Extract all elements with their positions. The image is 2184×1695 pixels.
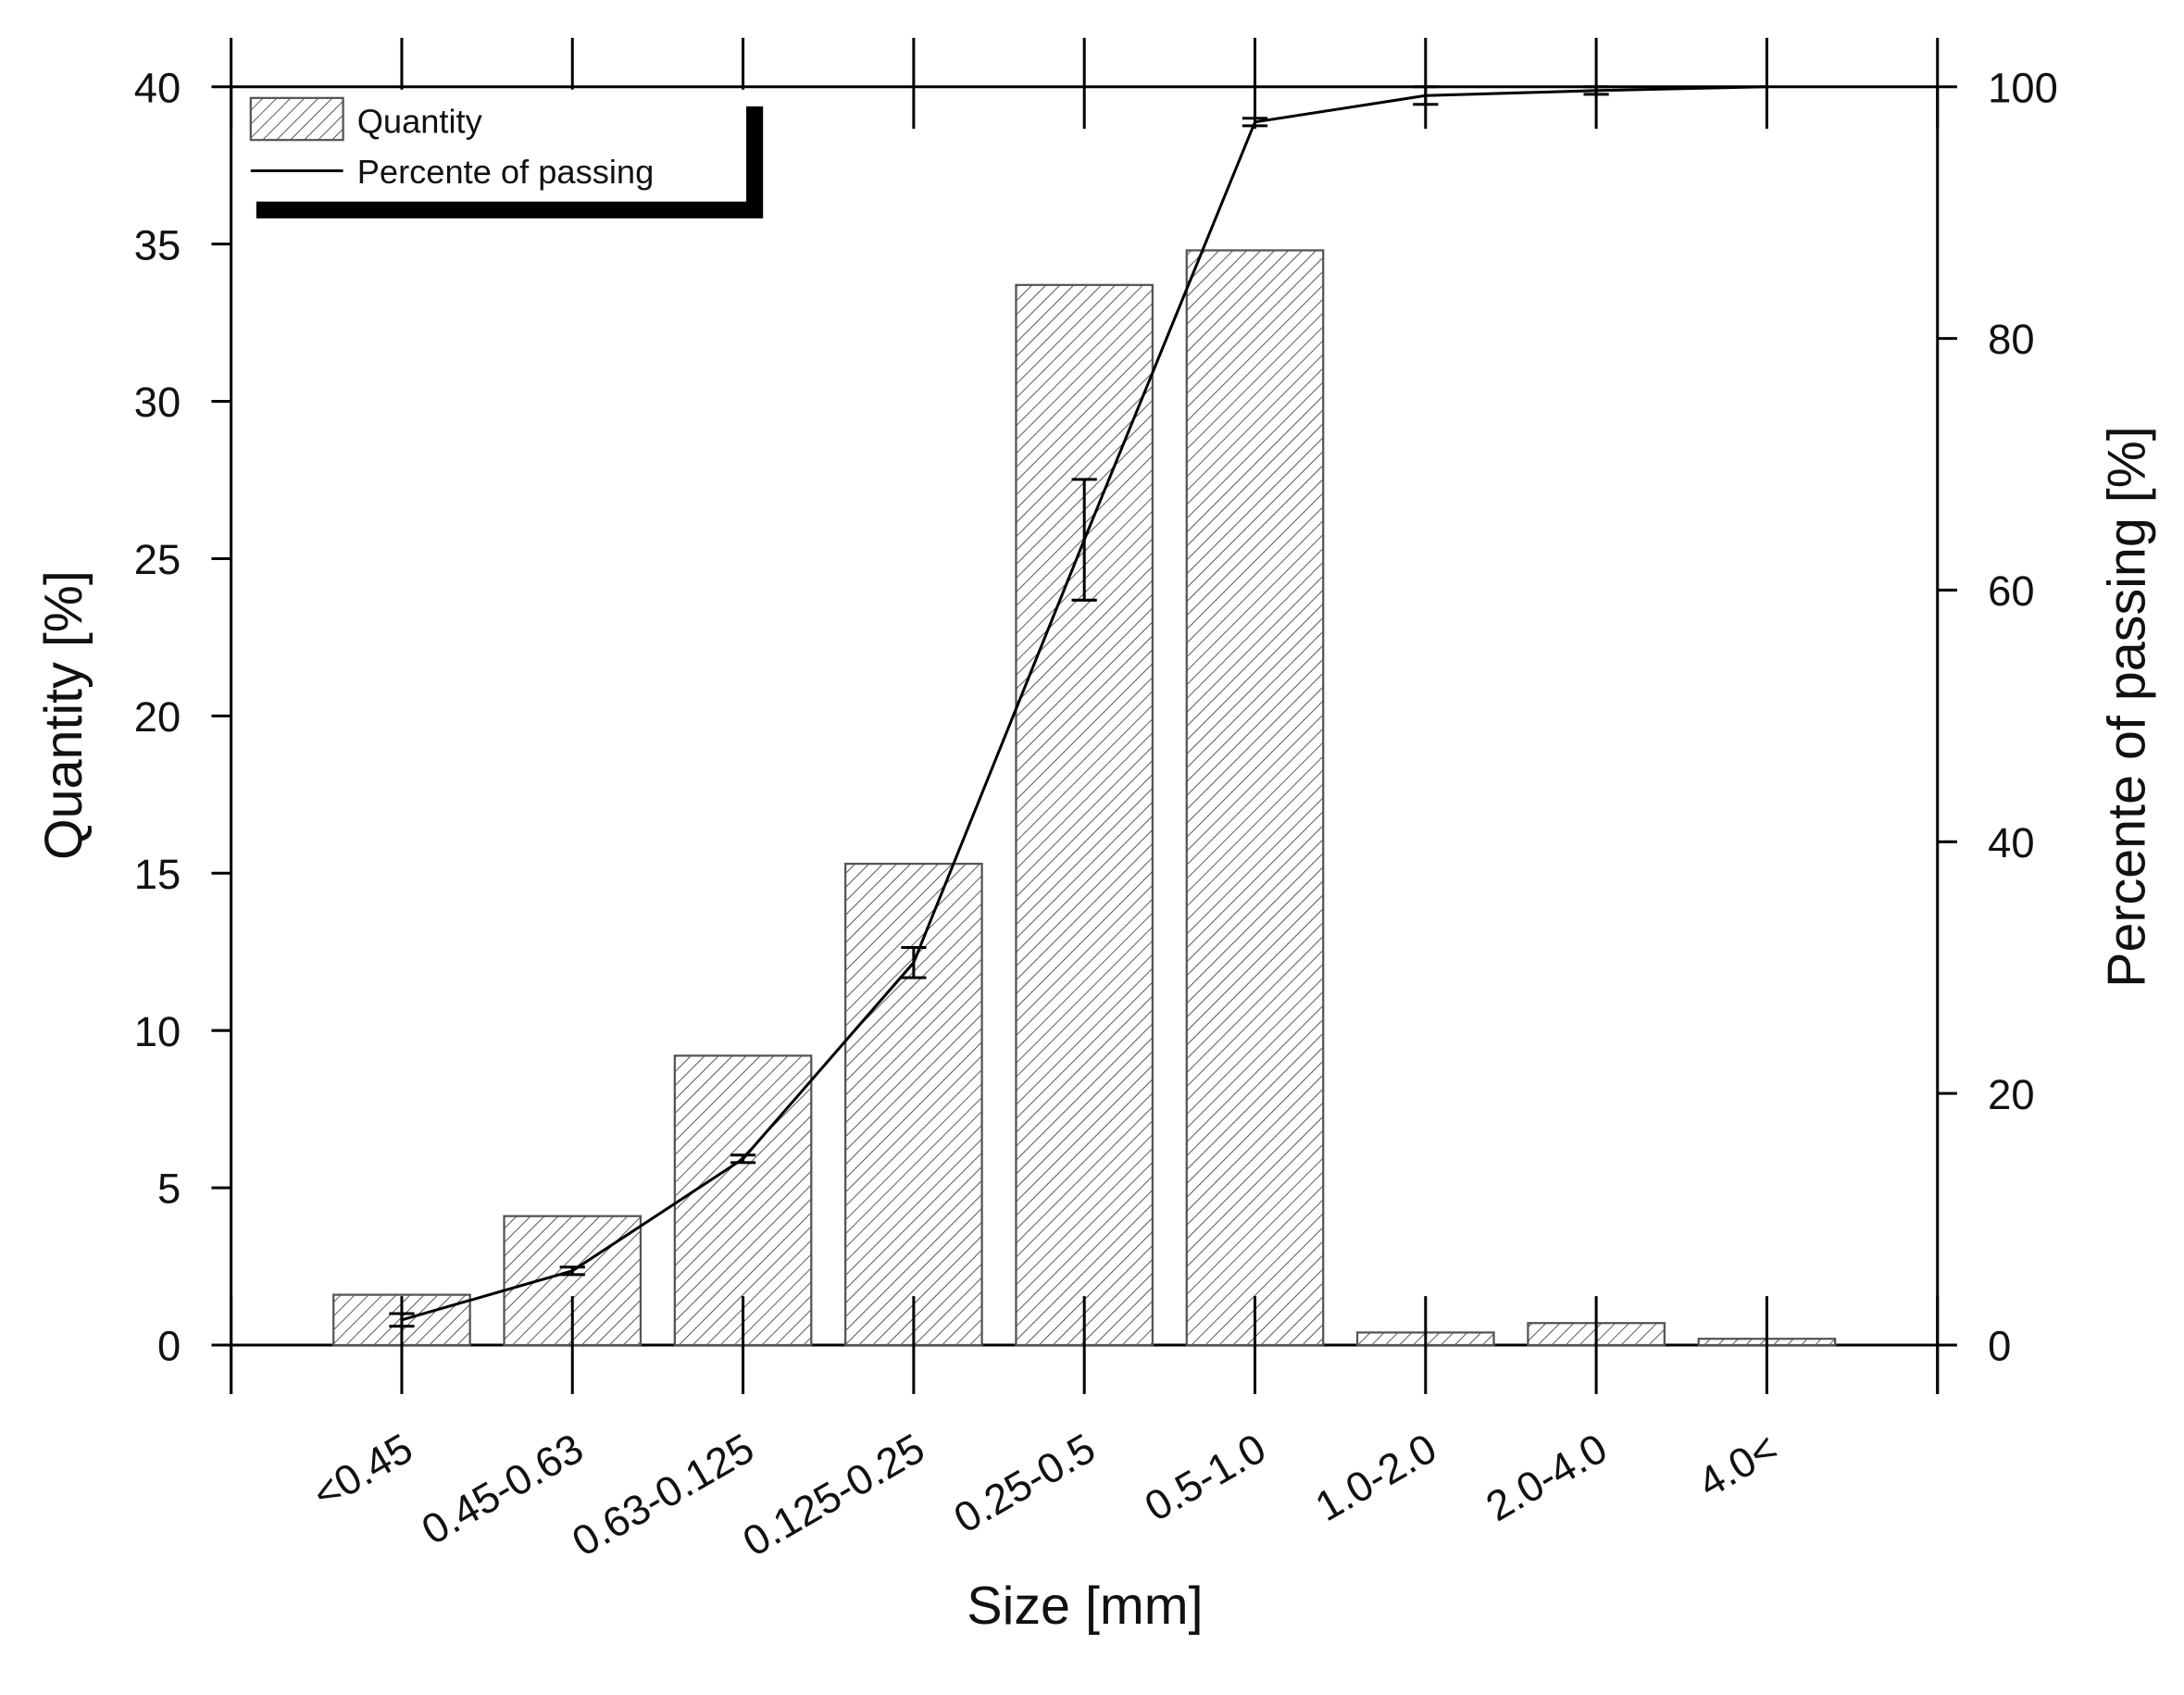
x-tick-label: 2.0-4.0 — [1478, 1424, 1615, 1530]
y-tick-label: 15 — [134, 851, 181, 898]
x-tick-label: <0.45 — [305, 1424, 420, 1518]
x-tick-label: 0.5-1.0 — [1137, 1424, 1274, 1530]
x-tick-label: 4.0< — [1691, 1424, 1786, 1506]
bar — [1185, 249, 1325, 1347]
y-tick-label: 0 — [157, 1323, 181, 1370]
y2-tick-label: 0 — [1988, 1323, 2011, 1370]
bar — [844, 862, 983, 1347]
legend-swatch — [249, 96, 344, 142]
y-axis-title: Quantity [%] — [34, 570, 94, 860]
error-bar — [1242, 117, 1268, 128]
y-tick-label: 20 — [134, 693, 181, 741]
error-bar — [1071, 478, 1097, 602]
error-bar — [1583, 85, 1609, 96]
y2-tick-label: 20 — [1988, 1071, 2034, 1118]
x-axis-title: Size [mm] — [967, 1577, 1203, 1636]
y2-axis-title: Percente of passing [%] — [2098, 426, 2157, 988]
error-bar — [901, 945, 927, 979]
x-tick-label: 0.125-0.25 — [735, 1424, 932, 1565]
y-tick-label: 10 — [134, 1008, 181, 1055]
y-tick-label: 35 — [134, 221, 181, 268]
legend-label: Quantity — [357, 103, 483, 141]
x-tick-label: 0.45-0.63 — [414, 1424, 591, 1553]
y2-tick-label: 60 — [1988, 567, 2034, 615]
y-tick-label: 5 — [157, 1165, 181, 1213]
y-tick-label: 25 — [134, 536, 181, 583]
y-tick-label: 40 — [134, 64, 181, 111]
error-bar — [389, 1312, 415, 1328]
error-bar — [559, 1265, 585, 1277]
legend-label: Percente of passing — [357, 153, 655, 191]
x-tick-label: 0.25-0.5 — [946, 1424, 1104, 1541]
error-bar — [730, 1153, 756, 1165]
y2-tick-label: 80 — [1988, 316, 2034, 363]
y-tick-label: 30 — [134, 379, 181, 426]
error-bar — [1413, 85, 1439, 106]
y2-tick-label: 40 — [1988, 819, 2034, 866]
x-tick-label: 0.63-0.125 — [564, 1424, 761, 1565]
x-tick-label: 1.0-2.0 — [1307, 1424, 1444, 1530]
bar — [1015, 283, 1154, 1347]
y2-tick-label: 100 — [1988, 64, 2058, 111]
